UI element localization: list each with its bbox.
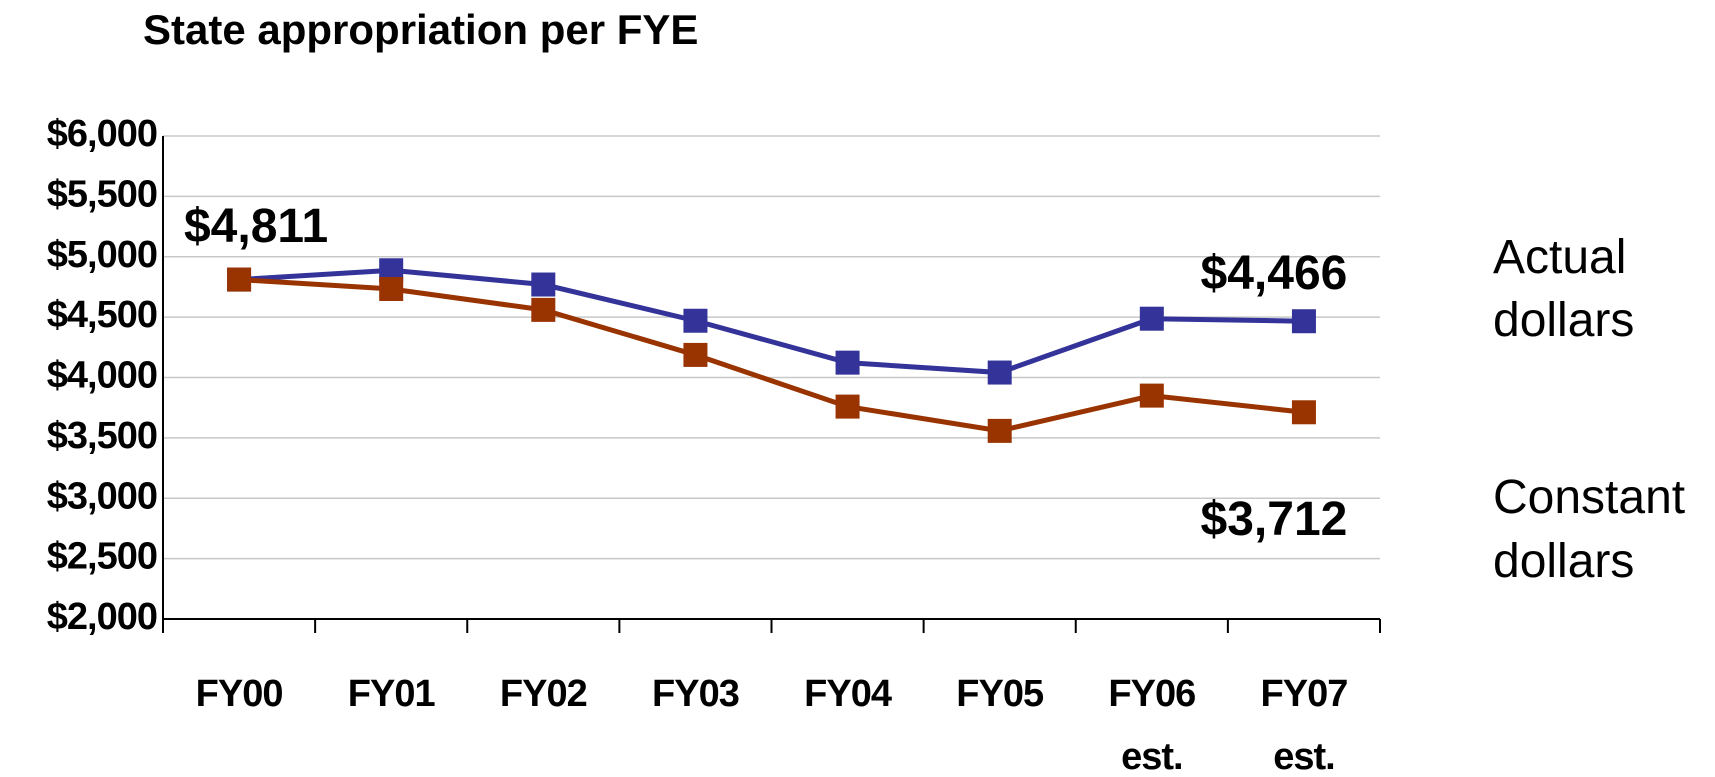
x-tick-label: FY02 bbox=[500, 673, 587, 715]
data-label: $3,712 bbox=[1201, 493, 1348, 546]
y-tick-label: $6,000 bbox=[47, 113, 157, 155]
x-tick-label: FY07 est. bbox=[1261, 673, 1348, 777]
x-tick-label: FY01 bbox=[348, 673, 436, 715]
marker bbox=[683, 342, 708, 367]
x-tick-label: FY05 bbox=[956, 673, 1044, 715]
marker bbox=[531, 297, 556, 322]
marker bbox=[987, 360, 1012, 385]
data-label: $4,811 bbox=[184, 200, 328, 253]
marker bbox=[1139, 383, 1164, 408]
marker bbox=[1291, 400, 1316, 425]
series-line bbox=[238, 277, 1305, 434]
y-tick-label: $5,000 bbox=[47, 234, 157, 276]
y-tick-label: $3,500 bbox=[47, 415, 157, 457]
marker bbox=[1291, 309, 1316, 334]
y-tick-label: $4,500 bbox=[47, 294, 157, 336]
y-tick-label: $3,000 bbox=[47, 475, 157, 517]
x-tick-label: FY03 bbox=[652, 673, 739, 715]
x-tick-label: FY00 bbox=[196, 673, 283, 715]
x-tick-label: FY06 est. bbox=[1108, 673, 1195, 777]
y-tick-label: $2,000 bbox=[47, 596, 157, 638]
legend-label: Actual dollars bbox=[1493, 231, 1634, 347]
legend-label: Constant dollars bbox=[1493, 471, 1685, 588]
marker bbox=[987, 418, 1012, 443]
marker bbox=[683, 308, 708, 333]
y-tick-label: $4,000 bbox=[47, 355, 157, 397]
marker bbox=[1139, 306, 1164, 331]
marker bbox=[531, 272, 556, 297]
y-tick-label: $5,500 bbox=[47, 173, 157, 215]
data-label: $4,466 bbox=[1201, 247, 1348, 300]
marker bbox=[835, 394, 860, 419]
chart-title: State appropriation per FYE bbox=[143, 6, 698, 53]
marker bbox=[835, 350, 860, 375]
marker bbox=[227, 267, 252, 292]
y-tick-label: $2,500 bbox=[47, 536, 157, 578]
x-tick-label: FY04 bbox=[804, 673, 892, 715]
marker bbox=[379, 276, 404, 301]
series-line bbox=[238, 267, 1304, 376]
